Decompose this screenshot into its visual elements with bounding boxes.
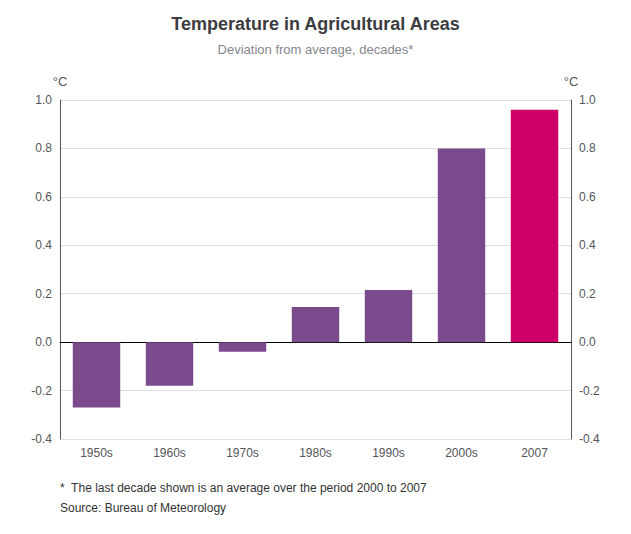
svg-text:1990s: 1990s: [372, 446, 405, 460]
svg-text:* The last decade shown is an: * The last decade shown is an average ov…: [60, 481, 427, 495]
svg-text:2000s: 2000s: [445, 446, 478, 460]
svg-text:0.0: 0.0: [35, 335, 52, 349]
svg-text:Source: Bureau of Meteorology: Source: Bureau of Meteorology: [60, 501, 226, 515]
svg-text:-0.2: -0.2: [579, 384, 600, 398]
svg-text:0.2: 0.2: [579, 287, 596, 301]
svg-text:0.4: 0.4: [35, 238, 52, 252]
svg-text:Temperature in Agricultural Ar: Temperature in Agricultural Areas: [171, 14, 459, 34]
svg-text:-0.4: -0.4: [579, 432, 600, 446]
svg-text:1970s: 1970s: [226, 446, 259, 460]
svg-text:0.0: 0.0: [579, 335, 596, 349]
svg-text:-0.2: -0.2: [31, 384, 52, 398]
svg-text:Deviation from average, decade: Deviation from average, decades*: [218, 42, 414, 57]
svg-text:0.6: 0.6: [35, 190, 52, 204]
svg-text:0.8: 0.8: [35, 141, 52, 155]
svg-text:1950s: 1950s: [80, 446, 113, 460]
svg-text:1960s: 1960s: [153, 446, 186, 460]
svg-text:1.0: 1.0: [579, 93, 596, 107]
svg-text:°C: °C: [53, 74, 68, 89]
svg-text:0.4: 0.4: [579, 238, 596, 252]
svg-text:0.8: 0.8: [579, 141, 596, 155]
svg-text:2007: 2007: [521, 446, 548, 460]
svg-text:0.6: 0.6: [579, 190, 596, 204]
svg-text:1.0: 1.0: [35, 93, 52, 107]
svg-text:-0.4: -0.4: [31, 432, 52, 446]
svg-text:°C: °C: [564, 74, 579, 89]
svg-text:0.2: 0.2: [35, 287, 52, 301]
svg-text:1980s: 1980s: [299, 446, 332, 460]
